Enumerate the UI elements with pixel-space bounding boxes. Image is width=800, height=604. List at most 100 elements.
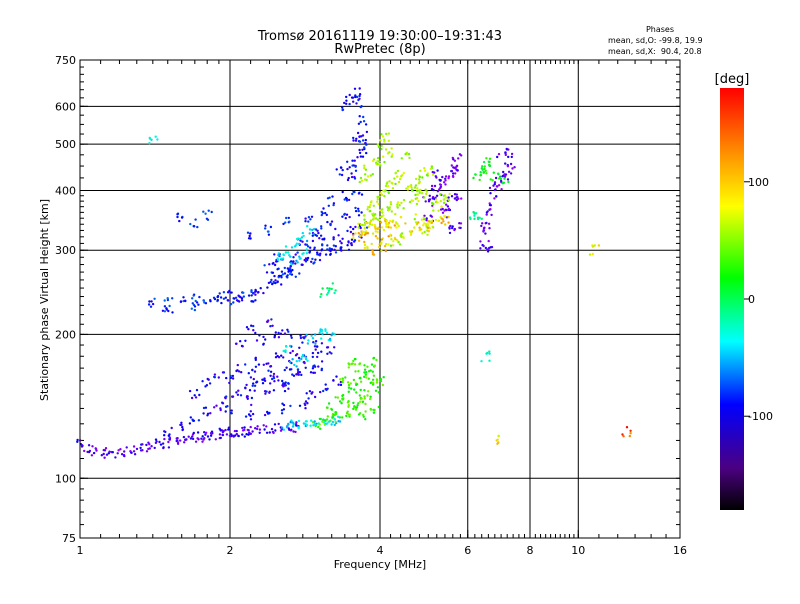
data-point	[285, 216, 288, 220]
data-point	[446, 205, 450, 208]
data-point	[153, 446, 156, 450]
data-point	[402, 198, 406, 202]
data-point	[242, 295, 245, 298]
data-point	[246, 231, 250, 234]
data-point	[376, 143, 380, 146]
data-point	[240, 371, 243, 374]
data-point	[330, 220, 334, 223]
data-point	[309, 246, 312, 249]
y-tick-label: 100	[55, 472, 76, 485]
data-point	[332, 202, 336, 205]
data-point	[290, 419, 293, 422]
data-point	[423, 196, 426, 199]
data-point	[280, 354, 283, 357]
data-point	[430, 219, 434, 223]
data-point	[435, 176, 438, 179]
data-point	[304, 407, 307, 410]
data-point	[250, 324, 253, 327]
data-point	[374, 389, 378, 392]
data-point	[244, 386, 247, 389]
data-point	[478, 216, 481, 219]
data-point	[351, 362, 354, 365]
data-point	[289, 344, 292, 348]
data-point	[340, 242, 343, 245]
data-point	[154, 438, 158, 441]
data-point	[414, 213, 417, 216]
data-point	[284, 349, 287, 352]
data-point	[424, 188, 427, 191]
data-point	[415, 197, 419, 200]
data-point	[445, 196, 448, 199]
data-point	[202, 299, 205, 302]
data-point	[378, 160, 381, 163]
data-point	[436, 201, 439, 204]
data-point	[305, 248, 308, 251]
data-point	[386, 206, 389, 209]
data-point	[457, 157, 460, 160]
data-point	[363, 395, 366, 398]
data-point	[333, 346, 336, 349]
data-point	[92, 451, 96, 455]
data-point	[262, 343, 265, 346]
data-point	[266, 410, 269, 414]
data-point	[445, 203, 448, 206]
data-point	[363, 368, 367, 371]
data-point	[163, 305, 167, 308]
data-point	[387, 208, 390, 211]
data-point	[87, 444, 91, 447]
data-point	[376, 156, 380, 160]
data-point	[498, 176, 502, 179]
data-point	[369, 395, 372, 398]
data-point	[331, 282, 334, 285]
data-point	[358, 362, 362, 365]
data-point	[198, 393, 201, 397]
data-point	[353, 239, 357, 242]
data-point	[354, 225, 357, 229]
data-point	[251, 368, 254, 372]
data-point	[289, 270, 293, 273]
data-point	[307, 220, 310, 223]
data-point	[369, 203, 372, 207]
data-point	[244, 339, 247, 342]
data-point	[292, 374, 296, 377]
data-point	[163, 299, 166, 302]
data-point	[313, 333, 317, 336]
data-point	[318, 331, 321, 335]
data-point	[277, 356, 281, 359]
data-point	[316, 351, 320, 355]
data-point	[481, 168, 484, 171]
data-point	[355, 391, 358, 394]
data-point	[220, 301, 223, 305]
data-point	[233, 429, 237, 433]
data-point	[208, 438, 211, 441]
data-point	[325, 346, 329, 349]
data-point	[495, 195, 498, 198]
data-point	[354, 169, 358, 172]
data-point	[383, 194, 386, 198]
data-point	[372, 204, 375, 207]
data-point	[353, 87, 357, 91]
data-point	[251, 384, 254, 387]
data-point	[258, 334, 261, 337]
data-point	[192, 294, 195, 297]
data-point	[360, 193, 364, 196]
data-point	[327, 289, 331, 292]
colorbar-ticks: 100 0 -100	[744, 176, 773, 423]
data-point	[245, 383, 248, 387]
data-point	[370, 363, 374, 366]
data-point	[347, 383, 351, 387]
data-point	[311, 257, 314, 261]
data-point	[392, 240, 395, 243]
data-point	[350, 238, 354, 241]
data-point	[458, 226, 461, 229]
data-point	[329, 249, 332, 253]
data-point	[442, 220, 445, 223]
data-point	[321, 244, 324, 247]
data-point	[485, 221, 488, 225]
data-point	[452, 175, 455, 179]
data-point	[326, 415, 329, 418]
data-point	[310, 260, 313, 263]
data-point	[340, 249, 343, 252]
data-point	[274, 279, 277, 282]
data-point	[205, 431, 208, 434]
